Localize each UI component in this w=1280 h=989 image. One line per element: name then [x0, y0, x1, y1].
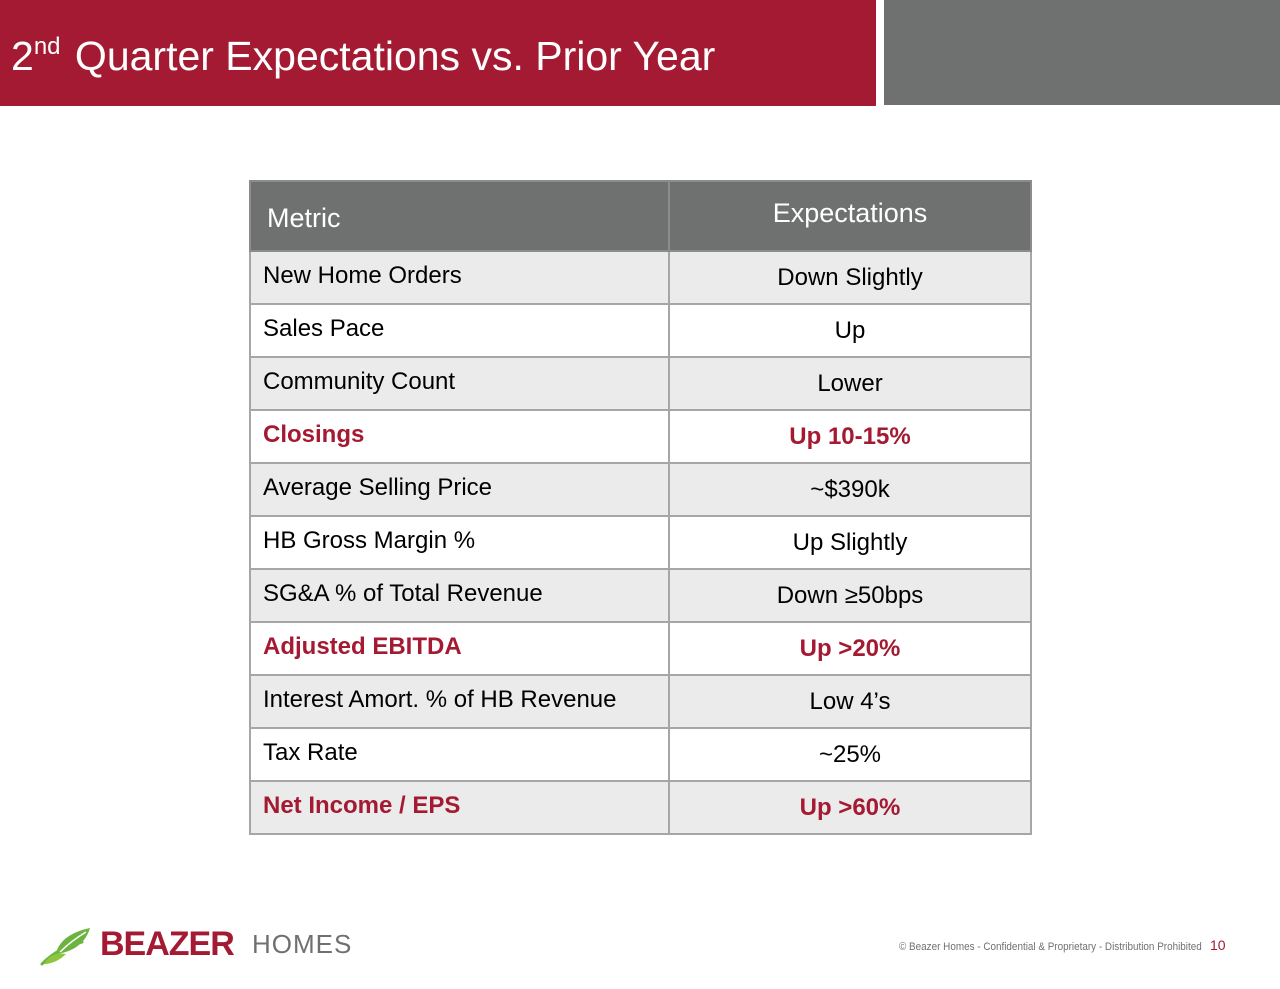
leaf-icon	[40, 928, 90, 966]
expectations-table: Metric Expectations New Home Orders Down…	[249, 180, 1032, 835]
logo-brand-text: BEAZER	[100, 925, 235, 963]
table-row: SG&A % of Total Revenue Down ≥50bps	[249, 568, 1032, 623]
accent-band	[884, 0, 1280, 105]
table-header-row: Metric Expectations	[249, 180, 1032, 252]
expectation-cell: Up >20%	[668, 621, 1032, 676]
title-band	[0, 0, 876, 106]
table-row: Sales Pace Up	[249, 303, 1032, 358]
logo-suffix-text: HOMES	[252, 929, 353, 959]
metric-cell: Sales Pace	[249, 303, 670, 358]
expectations-column-header: Expectations	[668, 180, 1032, 252]
metric-cell: Average Selling Price	[249, 462, 670, 517]
metric-cell: Closings	[249, 409, 670, 464]
table-row: Adjusted EBITDA Up >20%	[249, 621, 1032, 676]
table-row: Interest Amort. % of HB Revenue Low 4’s	[249, 674, 1032, 729]
title-text: Quarter Expectations vs. Prior Year	[74, 33, 716, 79]
metric-cell: SG&A % of Total Revenue	[249, 568, 670, 623]
beazer-homes-logo: BEAZER HOMES	[38, 918, 358, 970]
expectation-cell: Up >60%	[668, 780, 1032, 835]
table-row: Tax Rate ~25%	[249, 727, 1032, 782]
expectation-cell: Down Slightly	[668, 250, 1032, 305]
expectation-cell: Up Slightly	[668, 515, 1032, 570]
metric-cell: HB Gross Margin %	[249, 515, 670, 570]
table-row: Average Selling Price ~$390k	[249, 462, 1032, 517]
metric-column-header: Metric	[249, 180, 670, 252]
table-row: Community Count Lower	[249, 356, 1032, 411]
table-row: Net Income / EPS Up >60%	[249, 780, 1032, 835]
expectation-cell: Down ≥50bps	[668, 568, 1032, 623]
title-ordinal: 2	[11, 33, 34, 79]
metric-cell: Adjusted EBITDA	[249, 621, 670, 676]
expectation-cell: Lower	[668, 356, 1032, 411]
expectation-cell: Up 10-15%	[668, 409, 1032, 464]
expectation-cell: Low 4’s	[668, 674, 1032, 729]
expectation-cell: ~25%	[668, 727, 1032, 782]
expectation-cell: ~$390k	[668, 462, 1032, 517]
slide-title: 2nd Quarter Expectations vs. Prior Year	[11, 28, 715, 91]
table-row: Closings Up 10-15%	[249, 409, 1032, 464]
metric-cell: Net Income / EPS	[249, 780, 670, 835]
table-row: HB Gross Margin % Up Slightly	[249, 515, 1032, 570]
expectation-cell: Up	[668, 303, 1032, 358]
title-superscript: nd	[33, 33, 61, 60]
metric-cell: New Home Orders	[249, 250, 670, 305]
metric-cell: Interest Amort. % of HB Revenue	[249, 674, 670, 729]
page-number: 10	[1210, 937, 1226, 953]
table-row: New Home Orders Down Slightly	[249, 250, 1032, 305]
metric-cell: Tax Rate	[249, 727, 670, 782]
metric-cell: Community Count	[249, 356, 670, 411]
confidentiality-note: © Beazer Homes - Confidential & Propriet…	[899, 941, 1202, 953]
